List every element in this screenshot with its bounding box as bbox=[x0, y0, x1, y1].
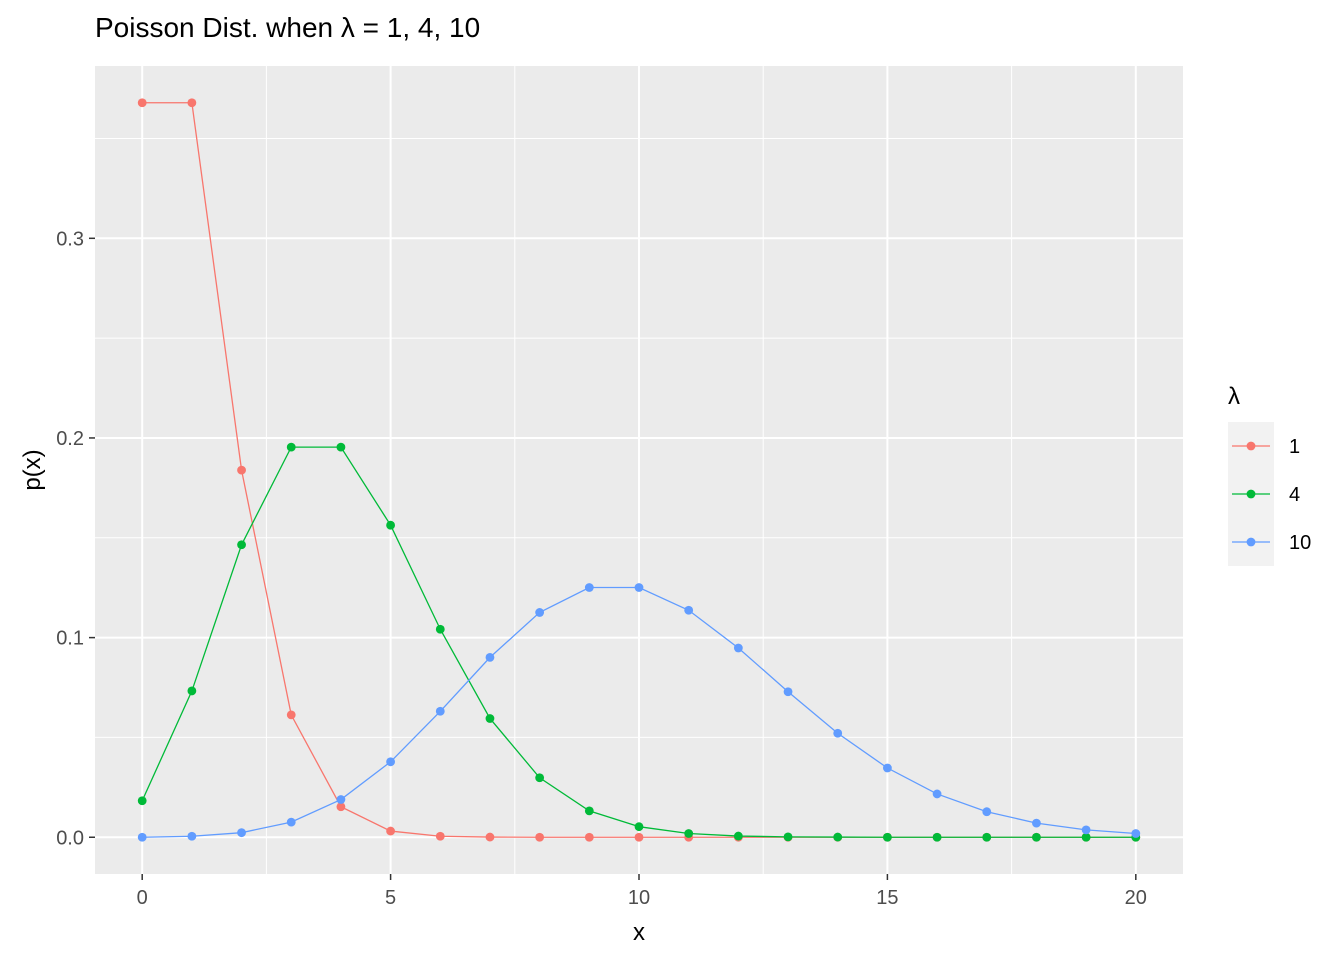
data-point bbox=[386, 520, 395, 530]
data-point bbox=[634, 822, 644, 832]
data-point bbox=[883, 763, 892, 773]
data-point bbox=[187, 98, 197, 108]
data-point bbox=[237, 828, 246, 838]
legend-title: λ bbox=[1228, 383, 1240, 410]
data-point bbox=[386, 826, 395, 836]
legend: λ 1 4 10 bbox=[1228, 383, 1311, 566]
data-point bbox=[932, 832, 942, 842]
data-point bbox=[535, 773, 545, 783]
chart-title: Poisson Dist. when λ = 1, 4, 10 bbox=[95, 12, 481, 43]
legend-label: 10 bbox=[1289, 532, 1311, 554]
data-point bbox=[684, 829, 694, 838]
data-point bbox=[535, 832, 545, 842]
data-point bbox=[584, 806, 594, 816]
data-point bbox=[187, 831, 197, 841]
data-point bbox=[286, 817, 296, 827]
data-point bbox=[1032, 832, 1041, 842]
data-point bbox=[485, 714, 495, 723]
data-point bbox=[435, 624, 445, 634]
y-tick-label: 0.2 bbox=[56, 428, 84, 450]
data-point bbox=[1081, 825, 1091, 835]
data-point bbox=[336, 442, 346, 452]
data-point bbox=[286, 442, 296, 452]
data-point bbox=[684, 605, 694, 615]
major-gridlines bbox=[95, 66, 1183, 874]
series-layer bbox=[137, 98, 1141, 842]
x-axis: 0 5 10 15 20 bbox=[137, 874, 1147, 909]
data-point bbox=[187, 686, 197, 696]
y-axis: 0.0 0.1 0.2 0.3 bbox=[56, 228, 95, 849]
x-tick-label: 10 bbox=[628, 887, 650, 909]
data-point bbox=[783, 832, 793, 842]
data-point bbox=[137, 796, 147, 806]
legend-key-point bbox=[1246, 537, 1256, 547]
legend-items: 1 4 10 bbox=[1232, 436, 1311, 554]
data-point bbox=[485, 832, 495, 842]
data-point bbox=[833, 728, 843, 738]
legend-label: 1 bbox=[1289, 436, 1300, 458]
data-point bbox=[336, 802, 346, 812]
data-point bbox=[1032, 818, 1041, 828]
x-tick-label: 20 bbox=[1125, 887, 1147, 909]
legend-item-10: 10 bbox=[1232, 532, 1311, 554]
series-10 bbox=[137, 583, 1141, 842]
data-point bbox=[783, 687, 793, 697]
series-4 bbox=[137, 442, 1141, 842]
data-point bbox=[336, 795, 346, 804]
data-point bbox=[584, 583, 594, 592]
data-point bbox=[137, 98, 147, 108]
legend-item-4: 4 bbox=[1232, 484, 1300, 506]
y-tick-label: 0.0 bbox=[56, 827, 84, 849]
data-point bbox=[733, 831, 743, 841]
data-point bbox=[1131, 829, 1141, 838]
y-tick-label: 0.3 bbox=[56, 228, 84, 250]
x-tick-label: 5 bbox=[385, 887, 396, 909]
data-point bbox=[733, 643, 743, 653]
data-point bbox=[982, 832, 992, 842]
data-point bbox=[883, 832, 892, 842]
data-point bbox=[634, 832, 644, 842]
legend-label: 4 bbox=[1289, 484, 1300, 506]
data-point bbox=[286, 710, 296, 720]
x-tick-label: 15 bbox=[876, 887, 898, 909]
legend-item-1: 1 bbox=[1232, 436, 1300, 458]
data-point bbox=[485, 652, 495, 662]
data-point bbox=[237, 540, 246, 550]
legend-key-point bbox=[1246, 489, 1256, 499]
data-point bbox=[435, 831, 445, 841]
data-point bbox=[535, 608, 545, 617]
data-point bbox=[634, 583, 644, 592]
data-point bbox=[435, 706, 445, 716]
legend-key-point bbox=[1246, 441, 1256, 451]
data-point bbox=[386, 757, 395, 767]
y-tick-label: 0.1 bbox=[56, 628, 84, 650]
data-point bbox=[137, 832, 147, 842]
data-point bbox=[833, 832, 843, 842]
x-axis-title: x bbox=[633, 919, 645, 946]
data-point bbox=[982, 807, 992, 817]
y-axis-title: p(x) bbox=[19, 449, 46, 490]
x-tick-label: 0 bbox=[137, 887, 148, 909]
data-point bbox=[584, 832, 594, 842]
data-point bbox=[237, 465, 246, 475]
data-point bbox=[1081, 832, 1091, 842]
data-point bbox=[932, 789, 942, 799]
